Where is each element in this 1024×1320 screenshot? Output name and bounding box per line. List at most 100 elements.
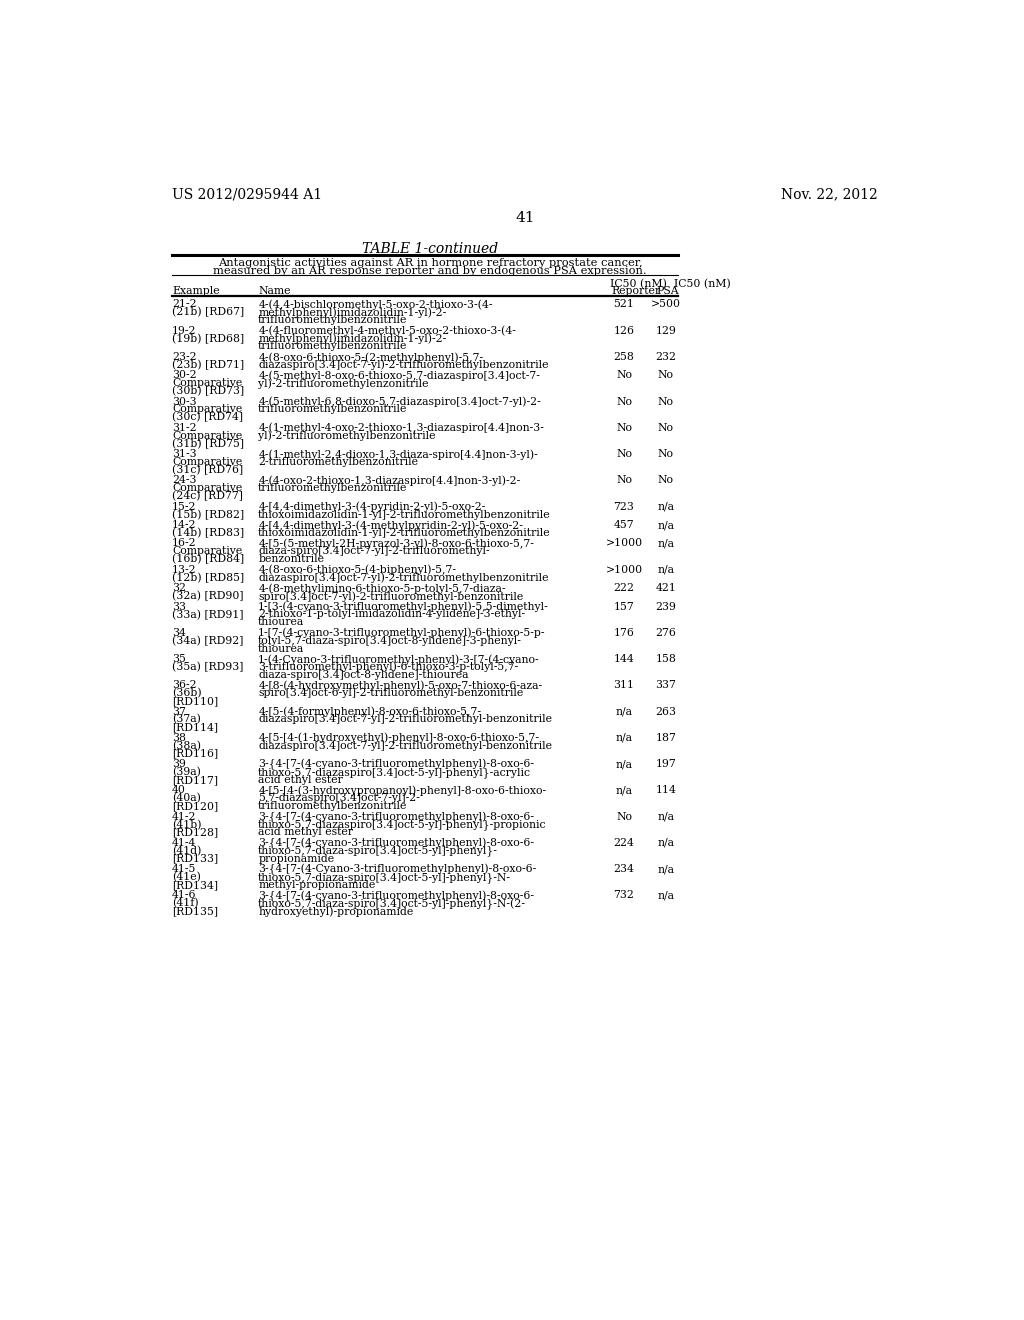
Text: thioxo-5,7-diazaspiro[3.4]oct-5-yl]-phenyl}-acrylic: thioxo-5,7-diazaspiro[3.4]oct-5-yl]-phen…: [258, 767, 531, 777]
Text: (14b) [RD83]: (14b) [RD83]: [172, 528, 245, 539]
Text: [RD117]: [RD117]: [172, 775, 218, 785]
Text: yl)-2-trifluoromethylenzonitrile: yl)-2-trifluoromethylenzonitrile: [258, 379, 429, 389]
Text: 3-{4-[7-(4-cyano-3-trifluoromethylphenyl)-8-oxo-6-: 3-{4-[7-(4-cyano-3-trifluoromethylphenyl…: [258, 812, 535, 822]
Text: Reporter: Reporter: [611, 286, 660, 297]
Text: 4-(8-oxo-6-thioxo-5-(2-methylphenyl)-5,7-: 4-(8-oxo-6-thioxo-5-(2-methylphenyl)-5,7…: [258, 352, 483, 363]
Text: 276: 276: [655, 628, 676, 638]
Text: (19b) [RD68]: (19b) [RD68]: [172, 334, 245, 345]
Text: 4-[4,4-dimethyl-3-(4-methylpyridin-2-yl)-5-oxo-2-: 4-[4,4-dimethyl-3-(4-methylpyridin-2-yl)…: [258, 520, 523, 531]
Text: 39: 39: [172, 759, 186, 770]
Text: hydroxyethyl)-propionamide: hydroxyethyl)-propionamide: [258, 906, 414, 916]
Text: (37a): (37a): [172, 714, 201, 725]
Text: 234: 234: [613, 865, 635, 874]
Text: 4-(5-methyl-8-oxo-6-thioxo-5,7-diazaspiro[3.4]oct-7-: 4-(5-methyl-8-oxo-6-thioxo-5,7-diazaspir…: [258, 371, 540, 381]
Text: No: No: [616, 422, 632, 433]
Text: thiourea: thiourea: [258, 618, 304, 627]
Text: thioxoimidazolidin-1-yl]-2-trifluoromethylbenzonitrile: thioxoimidazolidin-1-yl]-2-trifluorometh…: [258, 510, 551, 520]
Text: No: No: [657, 422, 674, 433]
Text: thioxo-5,7-diaza-spiro[3.4]oct-5-yl]-phenyl}-N-(2-: thioxo-5,7-diaza-spiro[3.4]oct-5-yl]-phe…: [258, 898, 526, 909]
Text: (34a) [RD92]: (34a) [RD92]: [172, 636, 244, 645]
Text: No: No: [657, 396, 674, 407]
Text: 37: 37: [172, 706, 186, 717]
Text: 521: 521: [613, 300, 635, 309]
Text: Example: Example: [172, 286, 220, 297]
Text: 732: 732: [613, 891, 635, 900]
Text: 239: 239: [655, 602, 676, 611]
Text: n/a: n/a: [657, 891, 675, 900]
Text: (31b) [RD75]: (31b) [RD75]: [172, 438, 244, 449]
Text: (36b): (36b): [172, 688, 202, 698]
Text: diazaspiro[3.4]oct-7-yl]-2-trifluoromethyl-benzonitrile: diazaspiro[3.4]oct-7-yl]-2-trifluorometh…: [258, 741, 552, 751]
Text: Comparative: Comparative: [172, 430, 243, 441]
Text: 15-2: 15-2: [172, 502, 197, 512]
Text: 457: 457: [613, 520, 634, 531]
Text: 23-2: 23-2: [172, 352, 197, 362]
Text: n/a: n/a: [615, 706, 633, 717]
Text: acid methyl ester: acid methyl ester: [258, 828, 353, 837]
Text: IC50 (nM)  IC50 (nM): IC50 (nM) IC50 (nM): [610, 279, 731, 289]
Text: n/a: n/a: [615, 785, 633, 796]
Text: [RD135]: [RD135]: [172, 906, 218, 916]
Text: (23b) [RD71]: (23b) [RD71]: [172, 360, 245, 370]
Text: (40a): (40a): [172, 793, 201, 804]
Text: [RD120]: [RD120]: [172, 801, 218, 810]
Text: spiro[3.4]oct-7-yl)-2-trifluoromethyl-benzonitrile: spiro[3.4]oct-7-yl)-2-trifluoromethyl-be…: [258, 591, 523, 602]
Text: 41-6: 41-6: [172, 891, 197, 900]
Text: 32: 32: [172, 583, 186, 593]
Text: Nov. 22, 2012: Nov. 22, 2012: [780, 187, 878, 202]
Text: 4-[5-[4-(3-hydroxypropanoyl)-phenyl]-8-oxo-6-thioxo-: 4-[5-[4-(3-hydroxypropanoyl)-phenyl]-8-o…: [258, 785, 547, 796]
Text: (41d): (41d): [172, 846, 202, 855]
Text: n/a: n/a: [657, 520, 675, 531]
Text: (30c) [RD74]: (30c) [RD74]: [172, 412, 243, 422]
Text: No: No: [616, 475, 632, 486]
Text: n/a: n/a: [657, 502, 675, 512]
Text: No: No: [657, 475, 674, 486]
Text: 2-thioxo-1-p-tolyl-imidazolidin-4-ylidene]-3-ethyl-: 2-thioxo-1-p-tolyl-imidazolidin-4-yliden…: [258, 610, 525, 619]
Text: No: No: [616, 812, 632, 821]
Text: 4-(8-oxo-6-thioxo-5-(4-biphenyl)-5,7-: 4-(8-oxo-6-thioxo-5-(4-biphenyl)-5,7-: [258, 565, 457, 576]
Text: n/a: n/a: [657, 539, 675, 549]
Text: No: No: [657, 449, 674, 459]
Text: 4-[5-(5-methyl-2H-pyrazol-3-yl)-8-oxo-6-thioxo-5,7-: 4-[5-(5-methyl-2H-pyrazol-3-yl)-8-oxo-6-…: [258, 539, 535, 549]
Text: 176: 176: [613, 628, 635, 638]
Text: 14-2: 14-2: [172, 520, 197, 531]
Text: No: No: [616, 396, 632, 407]
Text: (41f): (41f): [172, 898, 199, 908]
Text: 3-{4-[7-(4-cyano-3-trifluoromethylphenyl)-8-oxo-6-: 3-{4-[7-(4-cyano-3-trifluoromethylphenyl…: [258, 759, 535, 771]
Text: 41-4: 41-4: [172, 838, 197, 847]
Text: 311: 311: [613, 680, 635, 690]
Text: 258: 258: [613, 352, 635, 362]
Text: 126: 126: [613, 326, 635, 335]
Text: Comparative: Comparative: [172, 546, 243, 556]
Text: benzonitrile: benzonitrile: [258, 554, 325, 564]
Text: 3-{4-[7-(4-Cyano-3-trifluoromethylphenyl)-8-oxo-6-: 3-{4-[7-(4-Cyano-3-trifluoromethylphenyl…: [258, 865, 537, 875]
Text: diaza-spiro[3.4]oct-7-yl]-2-trifluoromethyl-: diaza-spiro[3.4]oct-7-yl]-2-trifluoromet…: [258, 546, 489, 556]
Text: 4-[5-[4-(1-hydroxyethyl)-phenyl]-8-oxo-6-thioxo-5,7-: 4-[5-[4-(1-hydroxyethyl)-phenyl]-8-oxo-6…: [258, 733, 540, 743]
Text: US 2012/0295944 A1: US 2012/0295944 A1: [172, 187, 323, 202]
Text: (33a) [RD91]: (33a) [RD91]: [172, 610, 244, 619]
Text: 41: 41: [515, 211, 535, 224]
Text: 1-[3-(4-cyano-3-trifluoromethyl-phenyl)-5,5-dimethyl-: 1-[3-(4-cyano-3-trifluoromethyl-phenyl)-…: [258, 602, 549, 612]
Text: trifluoromethylbenzonitrile: trifluoromethylbenzonitrile: [258, 483, 408, 494]
Text: 224: 224: [613, 838, 635, 847]
Text: 158: 158: [655, 653, 676, 664]
Text: (30b) [RD73]: (30b) [RD73]: [172, 385, 245, 396]
Text: 4-[5-(4-formylphenyl)-8-oxo-6-thioxo-5,7-: 4-[5-(4-formylphenyl)-8-oxo-6-thioxo-5,7…: [258, 706, 481, 717]
Text: acid ethyl ester: acid ethyl ester: [258, 775, 343, 785]
Text: 13-2: 13-2: [172, 565, 197, 574]
Text: trifluoromethylbenzonitrile: trifluoromethylbenzonitrile: [258, 315, 408, 325]
Text: methylphenyl)imidazolidin-1-yl)-2-: methylphenyl)imidazolidin-1-yl)-2-: [258, 308, 446, 318]
Text: 3-trifluoromethyl-phenyl)-6-thioxo-3-p-tolyl-5,7-: 3-trifluoromethyl-phenyl)-6-thioxo-3-p-t…: [258, 661, 518, 672]
Text: 31-2: 31-2: [172, 422, 197, 433]
Text: 337: 337: [655, 680, 676, 690]
Text: 41-5: 41-5: [172, 865, 197, 874]
Text: 40: 40: [172, 785, 186, 796]
Text: spiro[3.4]oct-6-yl]-2-trifluoromethyl-benzonitrile: spiro[3.4]oct-6-yl]-2-trifluoromethyl-be…: [258, 688, 523, 698]
Text: (12b) [RD85]: (12b) [RD85]: [172, 573, 245, 583]
Text: 222: 222: [613, 583, 635, 593]
Text: Comparative: Comparative: [172, 379, 243, 388]
Text: Name: Name: [258, 286, 291, 297]
Text: thiourea: thiourea: [258, 644, 304, 653]
Text: TABLE 1-continued: TABLE 1-continued: [362, 242, 499, 256]
Text: diazaspiro[3.4]oct-7-yl)-2-trifluoromethylbenzonitrile: diazaspiro[3.4]oct-7-yl)-2-trifluorometh…: [258, 360, 549, 371]
